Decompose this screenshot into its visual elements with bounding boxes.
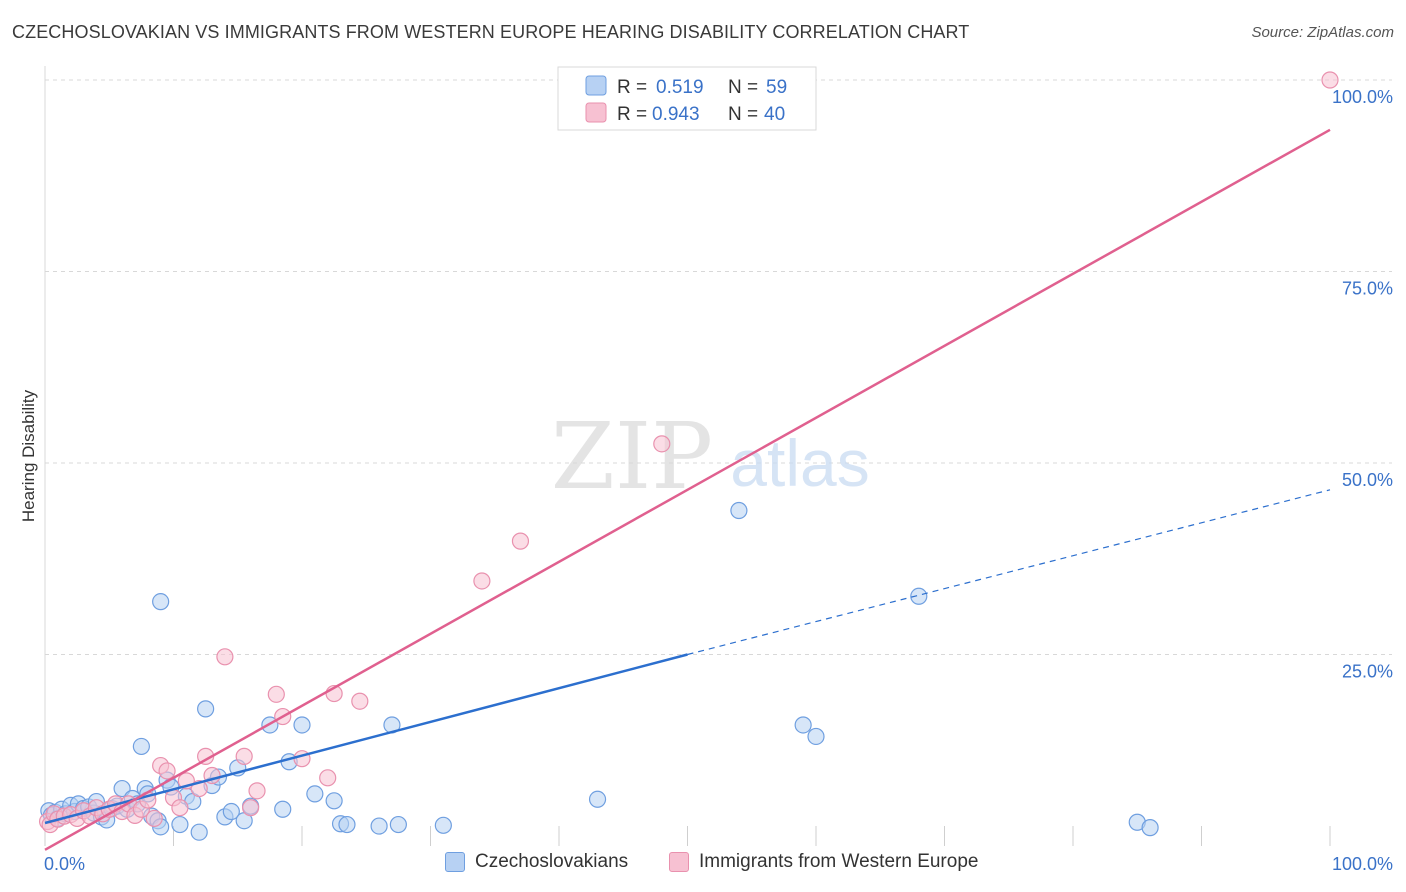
data-point [730, 501, 748, 520]
data-point [274, 800, 292, 818]
y-tick-label: 50.0% [1342, 470, 1393, 490]
legend-swatch-blue [585, 75, 607, 96]
legend-label-czechoslovakians: Czechoslovakians [475, 851, 629, 872]
trendlines [44, 128, 1331, 851]
source-label: Source: ZipAtlas.com [1251, 24, 1394, 41]
legend-label-immigrants: Immigrants from Western Europe [699, 851, 979, 872]
watermark: ZIP atlas [551, 403, 870, 510]
y-tick-label: 75.0% [1342, 279, 1393, 299]
y-tick-label: 25.0% [1342, 662, 1393, 682]
data-point [190, 823, 208, 841]
trendline-czechoslovakians [44, 653, 688, 825]
legend-r-label-blue: R = [617, 77, 647, 98]
data-point [807, 727, 825, 746]
x-tick-label: 100.0% [1332, 854, 1393, 874]
data-point [325, 792, 343, 810]
legend-n-value-blue: 59 [766, 77, 787, 98]
data-point [370, 817, 388, 835]
x-tick-label: 0.0% [44, 854, 85, 874]
legend-top: R = 0.519 N = 59 R = 0.943 N = 40 [557, 66, 817, 131]
data-point [235, 747, 253, 765]
gridlines [44, 66, 1392, 846]
trendline-czechoslovakians-extension [687, 489, 1331, 656]
data-point [197, 700, 215, 718]
data-point [113, 779, 131, 798]
data-point [152, 593, 170, 611]
data-point [511, 532, 530, 550]
data-point [473, 572, 491, 590]
y-tick-label: 100.0% [1332, 87, 1393, 107]
data-point [242, 799, 260, 817]
chart-title: CZECHOSLOVAKIAN VS IMMIGRANTS FROM WESTE… [12, 22, 970, 42]
legend-swatch-pink [585, 102, 607, 123]
legend-r-value-pink: 0.943 [652, 104, 700, 125]
data-point [351, 692, 369, 710]
y-axis-label: Hearing Disability [19, 389, 38, 522]
data-point [588, 790, 607, 808]
legend-swatch-immigrants [669, 852, 689, 872]
data-point [653, 435, 671, 453]
data-point [145, 809, 163, 828]
legend-r-label-pink: R = [617, 104, 647, 125]
legend-r-value-blue: 0.519 [656, 77, 704, 98]
data-point [216, 648, 234, 666]
data-point [306, 785, 324, 803]
legend-swatch-czechoslovakians [445, 852, 465, 872]
data-point [248, 782, 266, 800]
data-point [132, 737, 150, 756]
data-point [222, 802, 240, 821]
data-point [319, 769, 337, 787]
legend-item-immigrants[interactable]: Immigrants from Western Europe [669, 851, 978, 873]
data-point [267, 685, 285, 703]
watermark-atlas: atlas [730, 426, 869, 500]
data-point [910, 587, 928, 605]
watermark-zip: ZIP [551, 403, 713, 510]
data-point [794, 716, 812, 734]
legend-n-label-blue: N = [728, 77, 758, 98]
series-immigrants-western-europe [38, 71, 1339, 834]
data-point [293, 716, 311, 734]
axis-ticks: 25.0% 50.0% 75.0% 100.0% 0.0% 100.0% [44, 87, 1393, 874]
series-czechoslovakians [40, 501, 1159, 841]
legend-n-value-pink: 40 [764, 104, 785, 125]
legend-n-label-pink: N = [728, 104, 758, 125]
data-point [338, 815, 356, 834]
data-point [434, 816, 452, 834]
data-point [158, 762, 176, 780]
legend-item-czechoslovakians[interactable]: Czechoslovakians [445, 851, 628, 873]
data-point [171, 815, 189, 834]
data-point [1321, 71, 1339, 89]
trendline-immigrants [44, 128, 1331, 851]
data-point [389, 815, 407, 834]
data-point [1141, 819, 1159, 837]
data-point [171, 799, 189, 817]
legend-bottom: Czechoslovakians Immigrants from Western… [0, 851, 1406, 879]
